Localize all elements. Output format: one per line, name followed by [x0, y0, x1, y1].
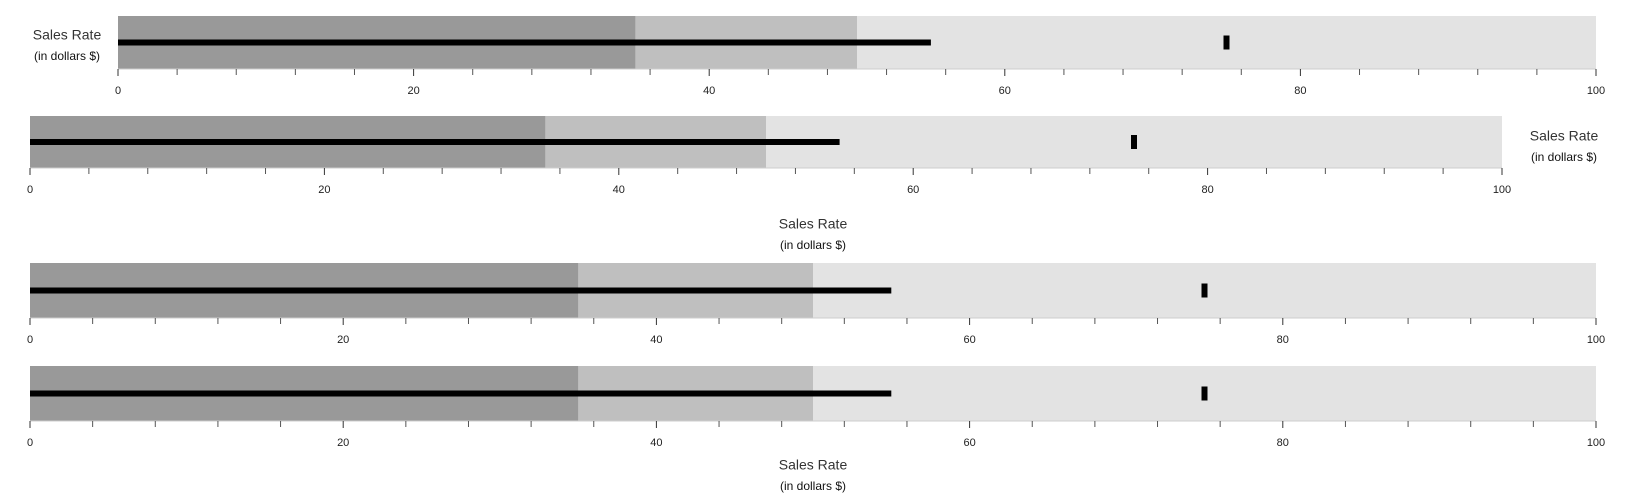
tick-label: 100: [1587, 85, 1605, 97]
measure: [30, 390, 892, 397]
tick-label: 80: [1277, 334, 1289, 346]
tick-label: 40: [650, 437, 662, 449]
measure: [30, 287, 892, 294]
tick-label: 60: [999, 85, 1011, 97]
chart-title: Sales Rate: [779, 457, 848, 473]
tick-label: 40: [613, 184, 625, 196]
marker: [1223, 35, 1230, 50]
marker: [1201, 283, 1208, 298]
chart-title: Sales Rate: [779, 216, 848, 232]
chart-title: Sales Rate: [33, 27, 102, 43]
bullet-chart: 0 20 40 60 80 100 Sales Rate (in dollars $): [33, 16, 1605, 97]
tick-label: 80: [1277, 437, 1289, 449]
tick-label: 40: [650, 334, 662, 346]
measure: [30, 139, 840, 145]
tick-label: 100: [1493, 184, 1511, 196]
tick-label: 20: [407, 85, 419, 97]
tick-label: 100: [1587, 437, 1605, 449]
tick-label: 60: [907, 184, 919, 196]
tick-label: 0: [115, 85, 121, 97]
bullet-chart: 0 20 40 60 80 100 Sales Rate (in dollars $): [27, 116, 1599, 196]
chart-subtitle: (in dollars $): [34, 49, 100, 63]
tick-label: 60: [963, 437, 975, 449]
tick-label: 20: [318, 184, 330, 196]
tick-label: 80: [1201, 184, 1213, 196]
marker: [1201, 386, 1208, 401]
tick-label: 0: [27, 437, 33, 449]
tick-label: 60: [963, 334, 975, 346]
tick-label: 40: [703, 85, 715, 97]
chart-subtitle: (in dollars $): [1531, 150, 1597, 164]
tick-label: 20: [337, 334, 349, 346]
chart-subtitle: (in dollars $): [780, 479, 846, 493]
chart-title: Sales Rate: [1530, 128, 1599, 144]
bullet-chart: 0 20 40 60 80 100 Sales Rate (in dollars $): [27, 366, 1605, 493]
bullet-chart: 0 20 40 60 80 100 Sales Rate (in dollars $): [27, 216, 1605, 346]
tick-label: 80: [1294, 85, 1306, 97]
tick-label: 0: [27, 334, 33, 346]
measure: [118, 39, 931, 46]
tick-label: 100: [1587, 334, 1605, 346]
chart-subtitle: (in dollars $): [780, 238, 846, 252]
tick-label: 0: [27, 184, 33, 196]
marker: [1131, 135, 1137, 149]
tick-label: 20: [337, 437, 349, 449]
